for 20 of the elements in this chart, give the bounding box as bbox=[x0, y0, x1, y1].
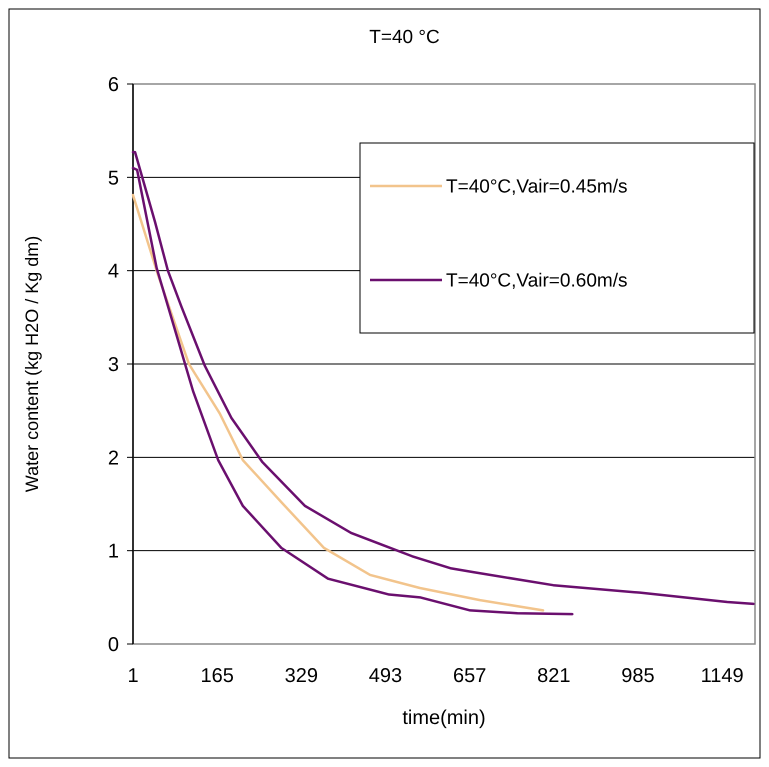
x-tick-label: 1 bbox=[127, 665, 139, 687]
y-tick-label: 4 bbox=[108, 260, 119, 283]
y-tick-label: 2 bbox=[108, 447, 119, 470]
legend-label: T=40°C,Vair=0.45m/s bbox=[446, 176, 628, 198]
x-tick-label: 493 bbox=[368, 665, 402, 687]
chart-title: T=40 °C bbox=[369, 27, 440, 48]
y-tick-label: 0 bbox=[108, 634, 119, 656]
x-tick-label: 657 bbox=[452, 665, 486, 687]
legend-label: T=40°C,Vair=0.60m/s bbox=[446, 270, 628, 292]
y-axis-title: Water content (kg H2O / Kg dm) bbox=[22, 236, 42, 492]
x-tick-label: 1149 bbox=[700, 665, 744, 687]
y-tick-label: 1 bbox=[108, 540, 119, 563]
x-tick-label: 985 bbox=[621, 665, 655, 687]
y-tick-label: 5 bbox=[108, 167, 119, 190]
y-tick-label: 6 bbox=[108, 74, 119, 96]
x-axis-title: time(min) bbox=[402, 707, 486, 729]
y-tick-label: 3 bbox=[108, 354, 119, 376]
x-tick-label: 165 bbox=[200, 665, 234, 687]
x-tick-label: 821 bbox=[537, 665, 571, 687]
x-tick-label: 329 bbox=[284, 665, 318, 687]
